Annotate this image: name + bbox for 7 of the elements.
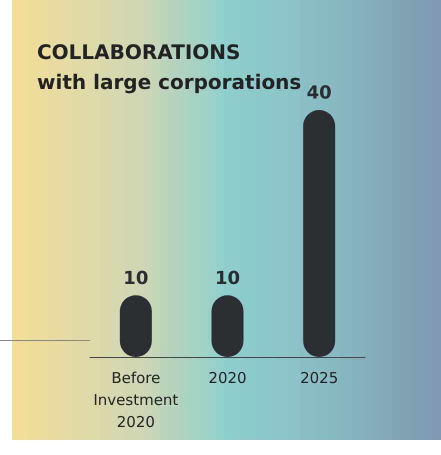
data-label: 40 — [306, 82, 332, 104]
x-tick-label: Before Investment 2020 — [93, 369, 178, 431]
data-label: 10 — [123, 268, 148, 289]
data-label: 10 — [214, 268, 240, 289]
x-tick-label: 2020 — [208, 369, 247, 387]
chart-title: COLLABORATIONS with large corporations — [37, 40, 302, 94]
x-tick-label: 2025 — [300, 369, 338, 387]
